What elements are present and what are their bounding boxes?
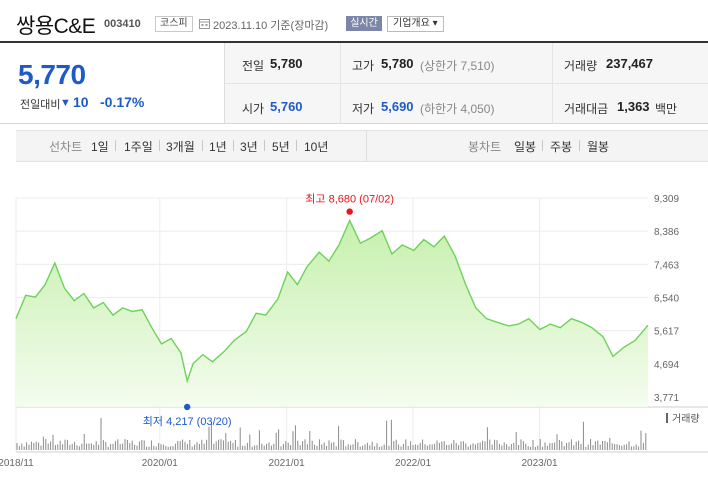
x-tick-label: 2023/01 <box>521 458 558 469</box>
realtime-button[interactable]: 실시간 <box>346 16 382 31</box>
lower-limit: (하한가 4,050) <box>420 102 495 116</box>
candle-daily[interactable]: 일봉 <box>514 140 537 154</box>
y-tick-label: 5,617 <box>654 327 679 338</box>
price-line <box>15 218 649 384</box>
down-arrow-icon: ▼ <box>60 97 71 109</box>
amount-unit: 백만 <box>655 102 678 116</box>
volume-legend-swatch <box>666 413 668 423</box>
upper-limit: (상한가 7,510) <box>420 59 495 73</box>
low-label: 저가 <box>352 102 375 116</box>
candle-weekly[interactable]: 주봉 <box>550 140 573 154</box>
volume-value: 237,467 <box>606 56 653 71</box>
period-bar <box>16 130 708 162</box>
period-separator <box>159 140 160 151</box>
period-bar-divider <box>366 131 367 161</box>
period-1y[interactable]: 1년 <box>209 140 227 154</box>
change-label: 전일대비 <box>20 99 61 111</box>
volume-label: 거래량 <box>564 59 598 73</box>
info-column-divider <box>552 43 553 123</box>
prev-close-label: 전일 <box>242 59 265 73</box>
x-tick-label: 2022/01 <box>395 458 432 469</box>
change-percent: -0.17% <box>100 94 145 110</box>
price-area <box>15 218 649 407</box>
x-tick-label: 2021/01 <box>269 458 306 469</box>
open-value: 5,760 <box>270 99 303 114</box>
stock-code: 003410 <box>104 18 141 30</box>
change-value: 10 <box>73 94 89 110</box>
date-text: 2023.11.10 기준(장마감) <box>213 20 329 32</box>
period-3m[interactable]: 3개월 <box>166 140 195 154</box>
max-label: 최고 8,680 (07/02) <box>305 193 394 206</box>
y-tick-label: 9,309 <box>654 194 679 205</box>
period-separator <box>579 140 580 151</box>
open-label: 시가 <box>242 102 265 116</box>
y-tick-label: 3,771 <box>654 393 679 404</box>
max-marker <box>346 208 353 215</box>
period-separator <box>264 140 265 151</box>
y-tick-label: 7,463 <box>654 260 679 271</box>
stock-name: 쌍용C&E <box>16 15 96 38</box>
period-separator <box>202 140 203 151</box>
min-marker <box>183 403 191 411</box>
high-label: 고가 <box>352 59 375 73</box>
period-5y-active[interactable]: 5년 <box>272 140 290 154</box>
amount-label: 거래대금 <box>564 102 609 116</box>
x-tick-label: 2020/01 <box>142 458 179 469</box>
calendar-icon <box>199 19 210 29</box>
company-overview-button[interactable]: 기업개요 ▾ <box>387 16 444 32</box>
y-tick-label: 4,694 <box>654 360 679 371</box>
period-3y[interactable]: 3년 <box>240 140 258 154</box>
info-bottom-border <box>0 123 708 124</box>
period-separator <box>542 140 543 151</box>
line-chart-label: 선차트 <box>49 140 83 154</box>
period-separator <box>296 140 297 151</box>
low-value: 5,690 <box>381 99 414 114</box>
y-tick-label: 8,386 <box>654 227 679 238</box>
y-tick-label: 6,540 <box>654 294 679 305</box>
x-axis: 2018/11 2020/01 2021/01 2022/01 2023/01 <box>0 458 558 469</box>
price-chart[interactable]: 9,309 8,386 7,463 6,540 5,617 4,694 3,771 2018… <box>0 190 708 477</box>
volume-bars: 거래량 <box>16 413 700 450</box>
high-value: 5,780 <box>381 56 414 71</box>
period-1d[interactable]: 1일 <box>91 140 109 154</box>
extreme-markers: 최고 8,680 (07/02) 최저 4,217 (03/20) <box>143 193 394 428</box>
info-divider <box>224 83 708 84</box>
candle-monthly[interactable]: 월봉 <box>587 140 610 154</box>
header-divider <box>0 41 708 43</box>
prev-close-value: 5,780 <box>270 56 303 71</box>
volume-legend-label: 거래량 <box>672 413 700 425</box>
current-price: 5,770 <box>18 59 86 90</box>
min-label: 최저 4,217 (03/20) <box>143 415 232 428</box>
market-tag: 코스피 <box>155 16 193 32</box>
period-1w[interactable]: 1주일 <box>124 140 153 154</box>
y-axis: 9,309 8,386 7,463 6,540 5,617 4,694 3,771 <box>654 194 679 404</box>
x-tick-label: 2018/11 <box>0 458 34 469</box>
period-10y[interactable]: 10년 <box>304 140 329 154</box>
period-separator <box>233 140 234 151</box>
candle-chart-label: 봉차트 <box>468 140 502 154</box>
period-separator <box>115 140 116 151</box>
info-column-divider <box>340 43 341 123</box>
price-area-fill <box>16 220 648 407</box>
amount-value: 1,363 <box>617 99 650 114</box>
